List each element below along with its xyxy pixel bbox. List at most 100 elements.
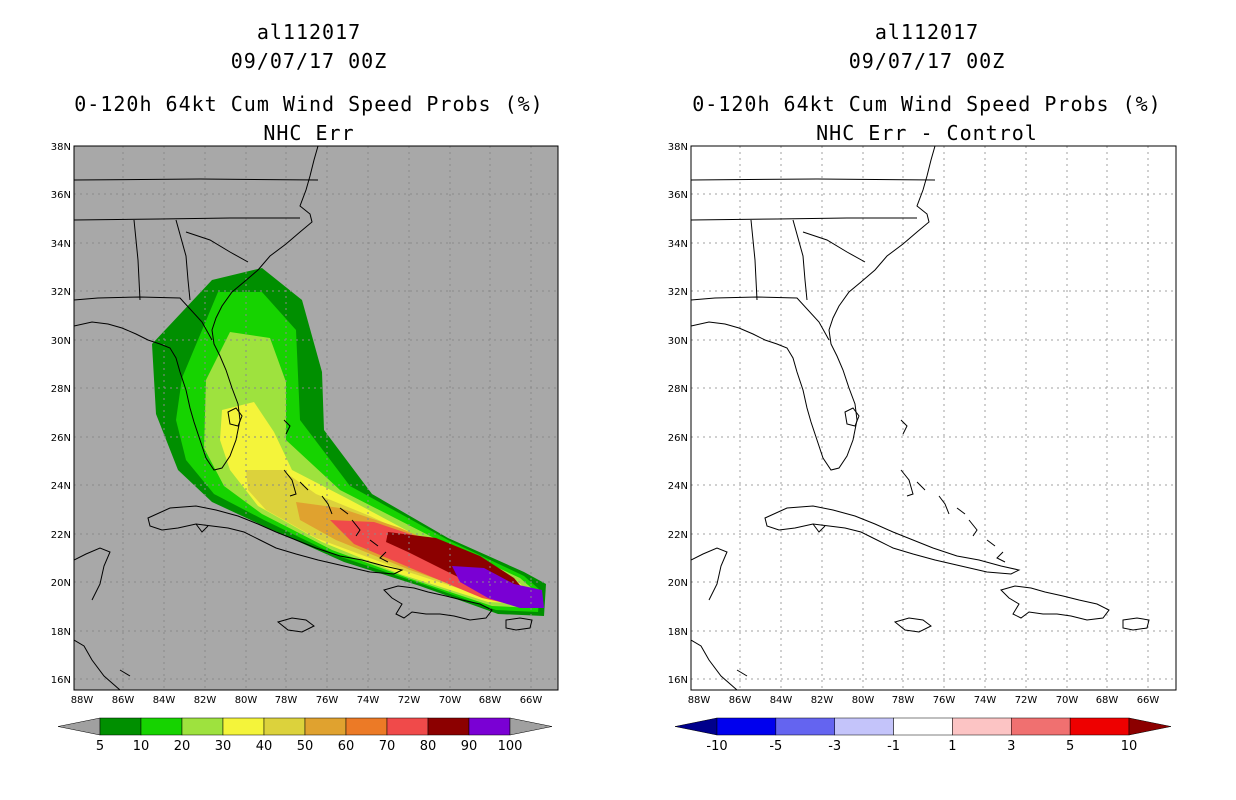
lon-label: 88W bbox=[71, 695, 94, 706]
lon-label: 70W bbox=[1056, 695, 1079, 706]
left-storm-id: al112017 bbox=[256, 20, 362, 44]
colorbar-swatch bbox=[834, 717, 894, 736]
colorbar-label: 1 bbox=[948, 739, 956, 754]
colorbar-label: 80 bbox=[420, 739, 437, 754]
right-map-frame bbox=[690, 145, 1177, 691]
lon-label: 86W bbox=[112, 695, 135, 706]
lat-label: 28N bbox=[51, 384, 71, 395]
colorbar-arrow-low bbox=[674, 717, 718, 736]
colorbar-swatch bbox=[775, 717, 835, 736]
lon-label: 72W bbox=[1015, 695, 1038, 706]
lon-label: 80W bbox=[852, 695, 875, 706]
right-grid bbox=[691, 146, 1176, 690]
colorbar-arrow-high bbox=[1128, 717, 1172, 736]
right-map: 38N 36N 34N 32N 30N 28N 26N 24N 22N 20N … bbox=[668, 142, 1177, 706]
left-grid bbox=[74, 146, 558, 690]
colorbar-swatch bbox=[345, 717, 388, 736]
colorbar-label: 70 bbox=[379, 739, 396, 754]
right-product-title: 0-120h 64kt Cum Wind Speed Probs (%) bbox=[692, 92, 1162, 116]
right-lat-labels: 38N 36N 34N 32N 30N 28N 26N 24N 22N 20N … bbox=[668, 142, 688, 686]
lat-label: 24N bbox=[51, 481, 71, 492]
lon-label: 86W bbox=[729, 695, 752, 706]
lat-label: 38N bbox=[668, 142, 688, 153]
lat-label: 30N bbox=[668, 336, 688, 347]
colorbar-swatch bbox=[1069, 717, 1130, 736]
lat-label: 18N bbox=[668, 627, 688, 638]
right-colorbar: -10 -5 -3 -1 1 3 5 10 bbox=[674, 717, 1172, 754]
lon-label: 66W bbox=[1137, 695, 1160, 706]
lat-label: 22N bbox=[668, 530, 688, 541]
lat-label: 36N bbox=[51, 190, 71, 201]
lon-label: 78W bbox=[275, 695, 298, 706]
left-map-frame bbox=[73, 145, 559, 691]
colorbar-swatch bbox=[427, 717, 470, 736]
lat-label: 28N bbox=[668, 384, 688, 395]
lat-label: 26N bbox=[51, 433, 71, 444]
colorbar-swatch bbox=[386, 717, 429, 736]
colorbar-label: 30 bbox=[215, 739, 232, 754]
lat-label: 20N bbox=[668, 578, 688, 589]
colorbar-label: -5 bbox=[769, 739, 782, 754]
lat-label: 34N bbox=[668, 239, 688, 250]
lat-label: 36N bbox=[668, 190, 688, 201]
lat-label: 34N bbox=[51, 239, 71, 250]
colorbar-swatch bbox=[952, 717, 1012, 736]
colorbar-arrow-low bbox=[57, 717, 101, 736]
colorbar-label: 5 bbox=[1066, 739, 1074, 754]
right-storm-id: al112017 bbox=[874, 20, 980, 44]
left-probability-swath bbox=[152, 268, 546, 616]
colorbar-label: 40 bbox=[256, 739, 273, 754]
colorbar-swatch bbox=[263, 717, 306, 736]
lon-label: 88W bbox=[688, 695, 711, 706]
left-product-title: 0-120h 64kt Cum Wind Speed Probs (%) bbox=[74, 92, 544, 116]
lat-label: 18N bbox=[51, 627, 71, 638]
lon-label: 68W bbox=[1096, 695, 1119, 706]
colorbar-label: 10 bbox=[1121, 739, 1138, 754]
colorbar-label: -1 bbox=[887, 739, 900, 754]
colorbar-label: 5 bbox=[96, 739, 104, 754]
right-subtitle: NHC Err - Control bbox=[816, 121, 1038, 145]
lat-label: 26N bbox=[668, 433, 688, 444]
left-lat-labels: 38N 36N 34N 32N 30N 28N 26N 24N 22N 20N … bbox=[51, 142, 71, 686]
lon-label: 74W bbox=[357, 695, 380, 706]
colorbar-label: 100 bbox=[498, 739, 523, 754]
colorbar-arrow-high bbox=[509, 717, 553, 736]
colorbar-swatch bbox=[893, 717, 953, 736]
lon-label: 82W bbox=[194, 695, 217, 706]
left-map: 38N 36N 34N 32N 30N 28N 26N 24N 22N 20N … bbox=[51, 142, 559, 706]
left-subtitle: NHC Err bbox=[263, 121, 355, 145]
colorbar-swatch bbox=[140, 717, 183, 736]
colorbar-swatch bbox=[716, 717, 777, 736]
colorbar-label: -10 bbox=[706, 739, 727, 754]
lat-label: 32N bbox=[668, 287, 688, 298]
lat-label: 30N bbox=[51, 336, 71, 347]
colorbar-label: 60 bbox=[338, 739, 355, 754]
lon-label: 70W bbox=[439, 695, 462, 706]
lon-label: 72W bbox=[398, 695, 421, 706]
colorbar-label: 3 bbox=[1007, 739, 1015, 754]
colorbar-label: -3 bbox=[828, 739, 841, 754]
colorbar-swatch bbox=[1011, 717, 1071, 736]
right-map-background bbox=[691, 146, 1176, 690]
colorbar-swatch bbox=[304, 717, 347, 736]
lon-label: 66W bbox=[520, 695, 543, 706]
colorbar-swatch bbox=[468, 717, 511, 736]
left-lon-labels: 88W 86W 84W 82W 80W 78W 76W 74W 72W 70W … bbox=[71, 695, 543, 706]
colorbar-label: 50 bbox=[297, 739, 314, 754]
lon-label: 84W bbox=[770, 695, 793, 706]
left-colorbar: 5 10 20 30 40 50 60 70 80 90 100 bbox=[57, 717, 553, 754]
lat-label: 16N bbox=[51, 675, 71, 686]
right-lon-labels: 88W 86W 84W 82W 80W 78W 76W 74W 72W 70W … bbox=[688, 695, 1160, 706]
right-datetime: 09/07/17 00Z bbox=[848, 49, 1006, 73]
lat-label: 38N bbox=[51, 142, 71, 153]
colorbar-label: 20 bbox=[174, 739, 191, 754]
lon-label: 76W bbox=[316, 695, 339, 706]
lon-label: 76W bbox=[933, 695, 956, 706]
colorbar-label: 90 bbox=[461, 739, 478, 754]
lat-label: 20N bbox=[51, 578, 71, 589]
lat-label: 22N bbox=[51, 530, 71, 541]
lon-label: 84W bbox=[153, 695, 176, 706]
lon-label: 68W bbox=[479, 695, 502, 706]
colorbar-swatch bbox=[99, 717, 142, 736]
